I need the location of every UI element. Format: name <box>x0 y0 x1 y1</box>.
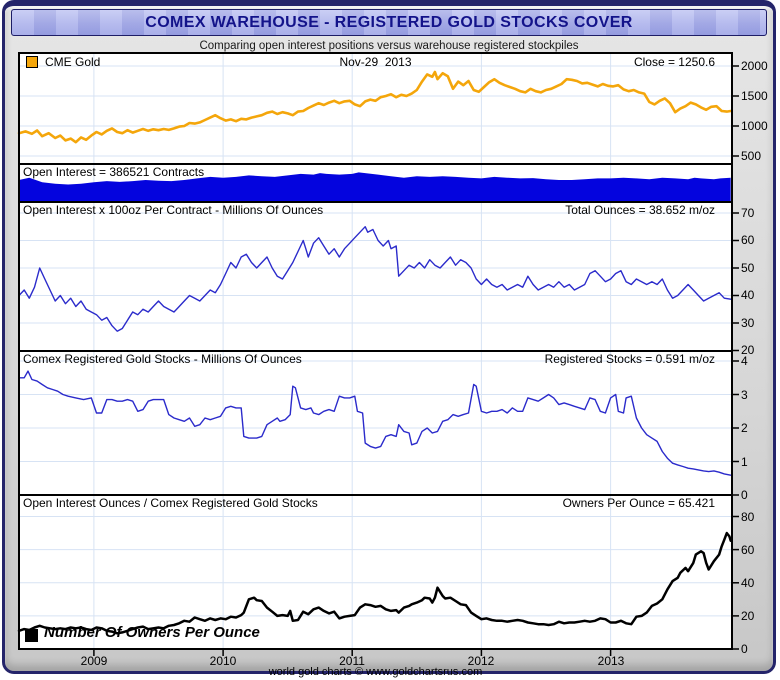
subtitle: Comparing open interest positions versus… <box>195 40 583 54</box>
y-axis-tick-label: 40 <box>741 576 755 590</box>
x-axis-year-label: 2009 <box>80 654 108 668</box>
owners-legend-swatch-icon <box>25 629 38 642</box>
open-interest-label: Open Interest = 386521 Contracts <box>23 165 205 179</box>
page-title: COMEX WAREHOUSE - REGISTERED GOLD STOCKS… <box>145 13 633 31</box>
x-axis-year-label: 2012 <box>467 654 495 668</box>
y-axis-tick-label: 4 <box>741 354 748 368</box>
y-axis-tick-label: 0 <box>741 488 748 502</box>
registered-stocks-label: Comex Registered Gold Stocks - Millions … <box>23 352 302 366</box>
registered-stocks-value: Registered Stocks = 0.591 m/oz <box>544 352 715 366</box>
y-axis-tick-label: 80 <box>741 510 755 524</box>
y-axis-tick-label: 50 <box>741 261 755 275</box>
date-label: Nov-29 2013 <box>339 55 412 69</box>
y-axis-tick-label: 60 <box>741 233 755 247</box>
y-axis-tick-label: 500 <box>741 149 762 163</box>
y-axis-tick-label: 70 <box>741 206 755 220</box>
owners-per-ounce-value: Owners Per Ounce = 65.421 <box>562 496 715 510</box>
footer-credit: world gold charts © www.goldchartsrus.co… <box>268 666 483 678</box>
y-axis-tick-label: 30 <box>741 316 755 330</box>
subtitle-row: Comparing open interest positions versus… <box>5 36 773 54</box>
chart-plot <box>17 52 739 656</box>
y-axis-tick-label: 1000 <box>741 119 768 133</box>
owners-per-ounce-label: Open Interest Ounces / Comex Registered … <box>23 496 318 510</box>
y-axis-tick-label: 20 <box>741 609 755 623</box>
y-axis-tick-label: 20 <box>741 343 755 357</box>
y-axis-tick-label: 3 <box>741 388 748 402</box>
y-axis-tick-label: 1 <box>741 455 748 469</box>
y-axis-tick-label: 0 <box>741 642 748 656</box>
y-axis-tick-label: 2 <box>741 421 748 435</box>
y-axis-tick-label: 2000 <box>741 59 768 73</box>
x-axis-year-label: 2013 <box>597 654 625 668</box>
total-ounces-value: Total Ounces = 38.652 m/oz <box>565 203 715 217</box>
title-bar: COMEX WAREHOUSE - REGISTERED GOLD STOCKS… <box>11 9 767 36</box>
y-axis-tick-label: 1500 <box>741 89 768 103</box>
y-axis-tick-label: 60 <box>741 543 755 557</box>
x-axis-year-label: 2011 <box>339 654 365 668</box>
cme-gold-legend-label: CME Gold <box>45 55 101 69</box>
title-bar-stripes <box>12 10 766 35</box>
y-axis-tick-label: 40 <box>741 288 755 302</box>
cme-gold-legend-swatch-icon <box>26 56 38 68</box>
owners-legend-label: Number Of Owners Per Ounce <box>44 624 260 641</box>
x-axis-year-label: 2010 <box>209 654 237 668</box>
gold-close-value: Close = 1250.6 <box>633 55 715 69</box>
total-ounces-label: Open Interest x 100oz Per Contract - Mil… <box>23 203 324 217</box>
